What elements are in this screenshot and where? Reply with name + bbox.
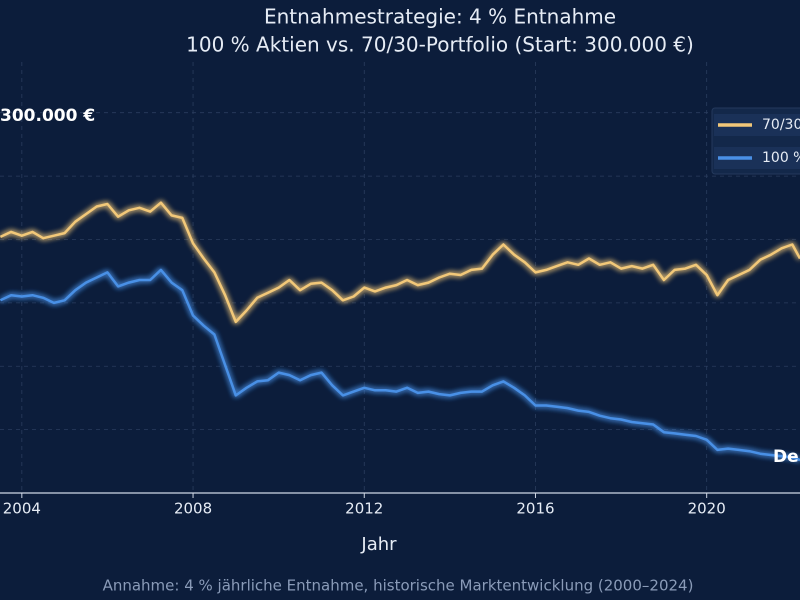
legend: 70/30 100 %	[711, 107, 800, 175]
line-series	[0, 268, 800, 462]
legend-label: 100 %	[762, 150, 800, 166]
x-tick-label: 2004	[3, 500, 41, 518]
line-series	[0, 201, 800, 324]
legend-label: 70/30	[762, 117, 800, 133]
footnote: Annahme: 4 % jährliche Entnahme, histori…	[103, 577, 694, 595]
x-axis-label: Jahr	[360, 534, 397, 555]
x-tick-label: 2020	[688, 500, 726, 518]
chart-subtitle: 100 % Aktien vs. 70/30-Portfolio (Start:…	[186, 33, 694, 57]
x-tick-label: 2012	[345, 500, 383, 518]
annotation: De	[773, 447, 799, 467]
annotation: 300.000 €	[0, 106, 95, 126]
x-tick-label: 2008	[174, 500, 212, 518]
chart-title: Entnahmestrategie: 4 % Entnahme	[264, 5, 616, 29]
legend-item-bg	[714, 114, 800, 136]
x-tick-label: 2016	[516, 500, 554, 518]
legend-item-bg	[714, 147, 800, 169]
